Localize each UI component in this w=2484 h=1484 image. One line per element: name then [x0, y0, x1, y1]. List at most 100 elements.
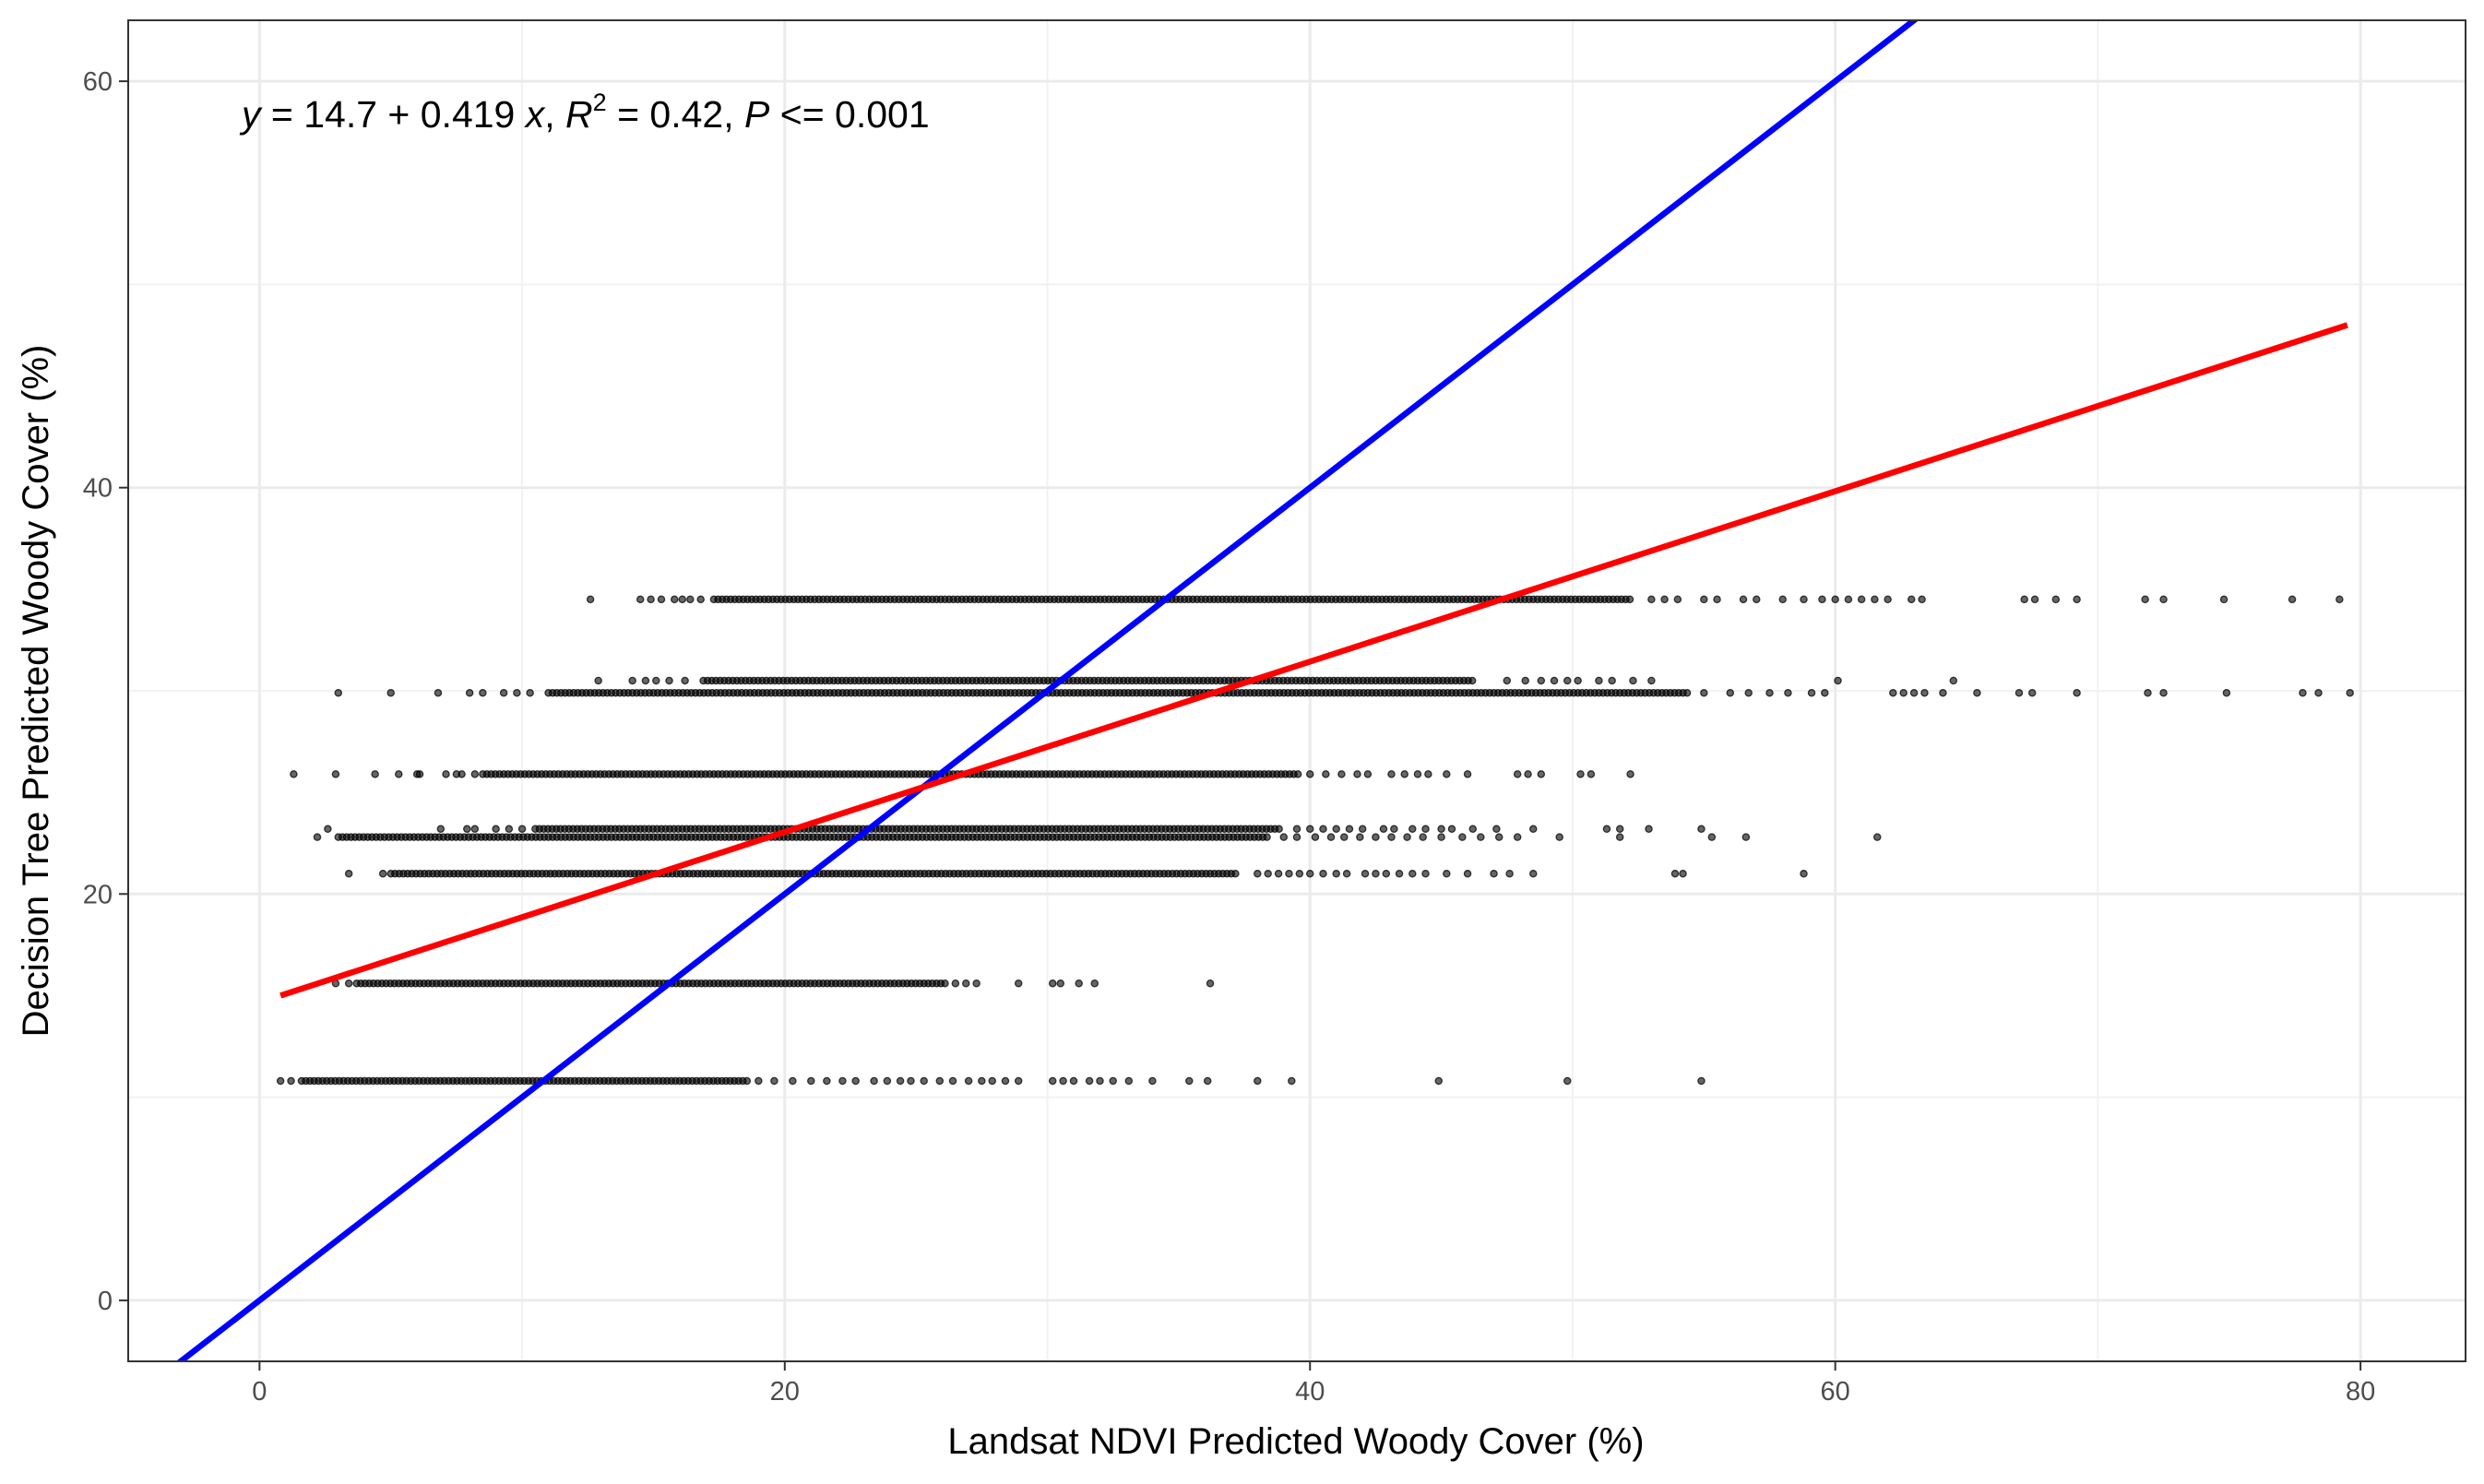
fit-lines — [175, 20, 2348, 1361]
data-point — [1090, 979, 1099, 988]
data-point — [1014, 979, 1023, 988]
data-point — [1342, 870, 1351, 878]
data-point — [1872, 833, 1882, 841]
data-point — [505, 825, 514, 834]
data-point — [2219, 595, 2228, 604]
data-point — [1408, 870, 1417, 878]
data-point — [331, 770, 340, 778]
data-point — [907, 1076, 915, 1086]
data-point — [770, 1076, 778, 1086]
data-point — [743, 1076, 752, 1086]
data-point — [1305, 825, 1314, 834]
data-point — [1363, 770, 1373, 778]
data-point — [1615, 833, 1624, 841]
data-point — [1503, 676, 1512, 685]
annotation-r-value: = 0.42, — [607, 93, 744, 136]
plot-panel-border — [127, 19, 2466, 1362]
y-tick-label: 0 — [98, 1287, 113, 1316]
data-point — [1372, 833, 1380, 841]
x-tick-label: 20 — [770, 1377, 800, 1407]
fit-line — [279, 322, 2348, 999]
data-point — [883, 1076, 892, 1086]
data-point — [1700, 688, 1708, 697]
data-point — [1513, 770, 1522, 778]
data-point — [1625, 595, 1634, 604]
data-point — [641, 676, 650, 685]
data-point — [636, 595, 645, 604]
data-point — [964, 1076, 973, 1086]
data-point — [1463, 770, 1472, 778]
data-point — [1124, 1076, 1134, 1086]
data-point — [1615, 825, 1624, 834]
data-point — [470, 825, 480, 834]
data-point — [1339, 833, 1349, 841]
data-point — [988, 1076, 996, 1086]
data-point — [1424, 770, 1432, 778]
data-point — [1528, 825, 1538, 834]
data-point — [1477, 833, 1485, 841]
data-point — [1203, 1076, 1212, 1086]
data-point — [1293, 770, 1302, 778]
data-point — [586, 595, 595, 604]
data-point — [823, 1076, 831, 1086]
data-point — [1920, 688, 1929, 697]
data-point — [1379, 825, 1388, 834]
data-point — [1744, 688, 1753, 697]
data-point — [1458, 833, 1467, 841]
data-point — [1443, 770, 1451, 778]
x-axis-title: Landsat NDVI Predicted Woody Cover (%) — [947, 1421, 1644, 1462]
data-point — [1528, 870, 1538, 878]
data-point — [2051, 595, 2061, 604]
data-point — [2299, 688, 2307, 697]
data-point — [276, 1076, 285, 1086]
data-point — [1818, 595, 1826, 604]
annotation-separator: , — [544, 93, 565, 136]
x-tick-label: 80 — [2346, 1377, 2375, 1407]
data-point — [1254, 1076, 1262, 1086]
data-point — [526, 688, 534, 697]
data-point — [1647, 676, 1656, 685]
data-point — [2073, 688, 2081, 697]
data-point — [1521, 676, 1529, 685]
data-point — [344, 979, 353, 988]
data-point — [2314, 688, 2323, 697]
one-to-one-line — [175, 20, 1919, 1361]
data-point — [678, 595, 687, 604]
data-point — [755, 1076, 763, 1086]
data-point — [1231, 870, 1240, 878]
data-point — [838, 1076, 847, 1086]
data-point — [1626, 770, 1634, 778]
data-point — [1939, 688, 1947, 697]
data-point — [670, 595, 679, 604]
data-point — [972, 979, 981, 988]
data-point — [378, 870, 387, 878]
data-point — [1332, 825, 1340, 834]
data-point — [1056, 979, 1065, 988]
data-point — [2288, 595, 2297, 604]
data-point — [920, 1076, 928, 1086]
data-point — [1109, 1076, 1117, 1086]
data-point — [789, 1076, 797, 1086]
data-point — [1288, 1076, 1296, 1086]
data-point — [1563, 1076, 1572, 1086]
y-tick-label: 60 — [83, 67, 113, 97]
data-point — [1332, 870, 1340, 878]
data-point — [1871, 595, 1879, 604]
data-point — [1185, 1076, 1194, 1086]
data-point — [499, 688, 508, 697]
data-point — [324, 825, 332, 834]
data-point — [1264, 870, 1272, 878]
data-point — [851, 1076, 860, 1086]
annotation-p-value: <= 0.001 — [769, 93, 929, 136]
data-point — [1285, 870, 1293, 878]
data-point — [1949, 676, 1958, 685]
data-point — [2073, 595, 2081, 604]
data-point — [458, 770, 466, 778]
data-point — [1075, 979, 1083, 988]
data-point — [1739, 595, 1748, 604]
data-point — [1279, 833, 1289, 841]
annotation-p-var: P — [744, 93, 770, 136]
data-point — [1844, 595, 1853, 604]
data-point — [2335, 595, 2344, 604]
data-point — [1587, 770, 1596, 778]
